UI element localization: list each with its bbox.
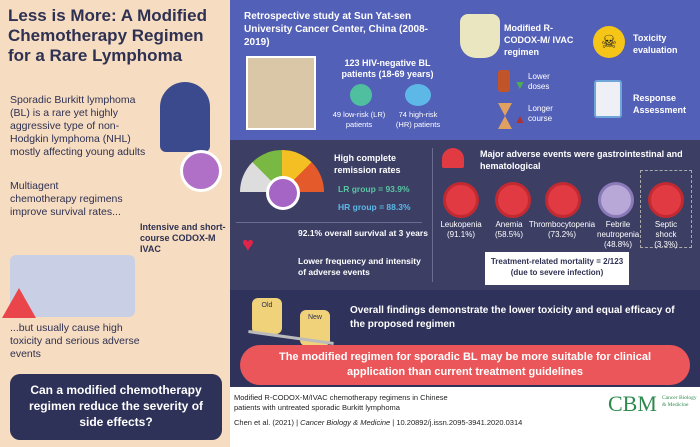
hospital-image xyxy=(246,56,316,130)
lymphoma-cell-icon xyxy=(180,150,222,192)
lower-doses-text: Lower doses xyxy=(528,72,550,91)
divider xyxy=(432,148,433,282)
findings-text: Overall findings demonstrate the lower t… xyxy=(350,305,675,330)
high-risk-group-icon xyxy=(405,84,431,106)
cbm-logo-text: Cancer Biology & Medicine xyxy=(662,395,697,408)
heart-hands-icon: ♥ xyxy=(242,234,254,256)
page-title: Less is More: A Modified Chemotherapy Re… xyxy=(8,6,207,65)
results-panel: High complete remission rates LR group =… xyxy=(230,140,700,290)
patients-text: 123 HIV-negative BL patients (18-69 year… xyxy=(341,58,434,79)
doi-link[interactable]: 10.20892/j.issn.2095-3941.2020.0314 xyxy=(396,418,523,427)
skull-icon: ☠ xyxy=(593,26,625,58)
citation: Chen et al. (2021) | Cancer Biology & Me… xyxy=(234,418,523,427)
lower-frequency-text: Lower frequency and intensity of adverse… xyxy=(298,256,421,277)
cell-image xyxy=(266,176,300,210)
event-label: Septic shock (3.3%) xyxy=(654,220,678,249)
clipboard-icon xyxy=(594,80,622,118)
conclusion-panel: Old New Overall findings demonstrate the… xyxy=(230,290,700,387)
regimen-label: Intensive and short-course CODOX-M IVAC xyxy=(140,222,226,254)
regimen-text: Modified R-CODOX-M/ IVAC regimen xyxy=(504,23,574,57)
neutropenia-icon xyxy=(598,182,634,218)
multiagent-text: Multiagent chemotherapy regimens improve… xyxy=(10,180,123,218)
thrombocytopenia-icon xyxy=(545,182,581,218)
study-panel: Retrospective study at Sun Yat-sen Unive… xyxy=(230,0,700,140)
event-label: Febrile neutropenia (48.8%) xyxy=(597,220,640,249)
anemia-icon xyxy=(495,182,531,218)
arrow-up-icon: ▲ xyxy=(514,112,526,126)
longer-course-text: Longer course xyxy=(528,104,553,123)
event-label: Leukopenia (91.1%) xyxy=(440,220,482,239)
hr-rate: HR group = 88.3% xyxy=(338,202,411,212)
low-risk-group-icon xyxy=(350,84,372,106)
toxicity-text: Toxicity evaluation xyxy=(633,33,678,55)
high-risk-text: 74 high-risk (HR) patients xyxy=(395,110,441,129)
event-label: Thrombocytopenia (73.2%) xyxy=(528,220,596,239)
intro-text: Sporadic Burkitt lymphoma (BL) is a rare… xyxy=(10,94,146,158)
adverse-title: Major adverse events were gastrointestin… xyxy=(480,149,683,171)
left-panel: Less is More: A Modified Chemotherapy Re… xyxy=(0,0,230,447)
leukopenia-icon xyxy=(443,182,479,218)
iv-bag-icon xyxy=(460,14,500,58)
lr-rate: LR group = 93.9% xyxy=(338,184,410,194)
divider xyxy=(236,222,422,223)
survival-text: 92.1% overall survival at 3 years xyxy=(298,228,428,238)
septic-shock-box xyxy=(640,170,692,248)
cbm-logo: CBM xyxy=(608,391,657,416)
event-label: Anemia (58.5%) xyxy=(494,220,523,239)
arrow-down-icon: ▼ xyxy=(514,78,526,92)
research-question: Can a modified chemotherapy regimen redu… xyxy=(10,374,222,440)
article-title: Modified R-CODOX-M/IVAC chemotherapy reg… xyxy=(234,393,448,412)
study-text: Retrospective study at Sun Yat-sen Unive… xyxy=(244,11,428,48)
alarm-icon xyxy=(442,148,464,168)
footer: Modified R-CODOX-M/IVAC chemotherapy reg… xyxy=(230,387,700,447)
warning-icon xyxy=(2,288,36,318)
response-text: Response Assessment xyxy=(633,93,687,115)
hourglass-icon xyxy=(498,103,512,129)
medicine-bottle-icon xyxy=(498,70,510,92)
patient-icon xyxy=(160,82,210,152)
conclusion-banner: The modified regimen for sporadic BL may… xyxy=(240,345,690,385)
remission-title: High complete remission rates xyxy=(334,153,401,175)
septic-shock-icon xyxy=(648,182,684,218)
mortality-box: Treatment-related mortality = 2/123 (due… xyxy=(485,252,629,285)
low-risk-text: 49 low-risk (LR) patients xyxy=(332,110,386,129)
but-text: ...but usually cause high toxicity and s… xyxy=(10,322,140,360)
old-regimen-icon: Old xyxy=(252,298,282,334)
